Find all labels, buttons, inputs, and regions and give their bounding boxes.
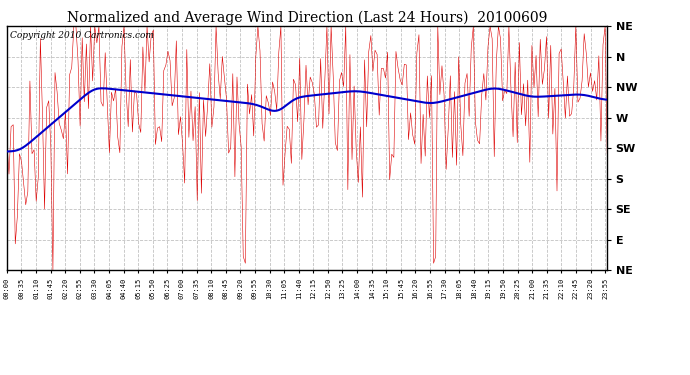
Title: Normalized and Average Wind Direction (Last 24 Hours)  20100609: Normalized and Average Wind Direction (L… [67,11,547,25]
Text: Copyright 2010 Cartronics.com: Copyright 2010 Cartronics.com [10,31,154,40]
